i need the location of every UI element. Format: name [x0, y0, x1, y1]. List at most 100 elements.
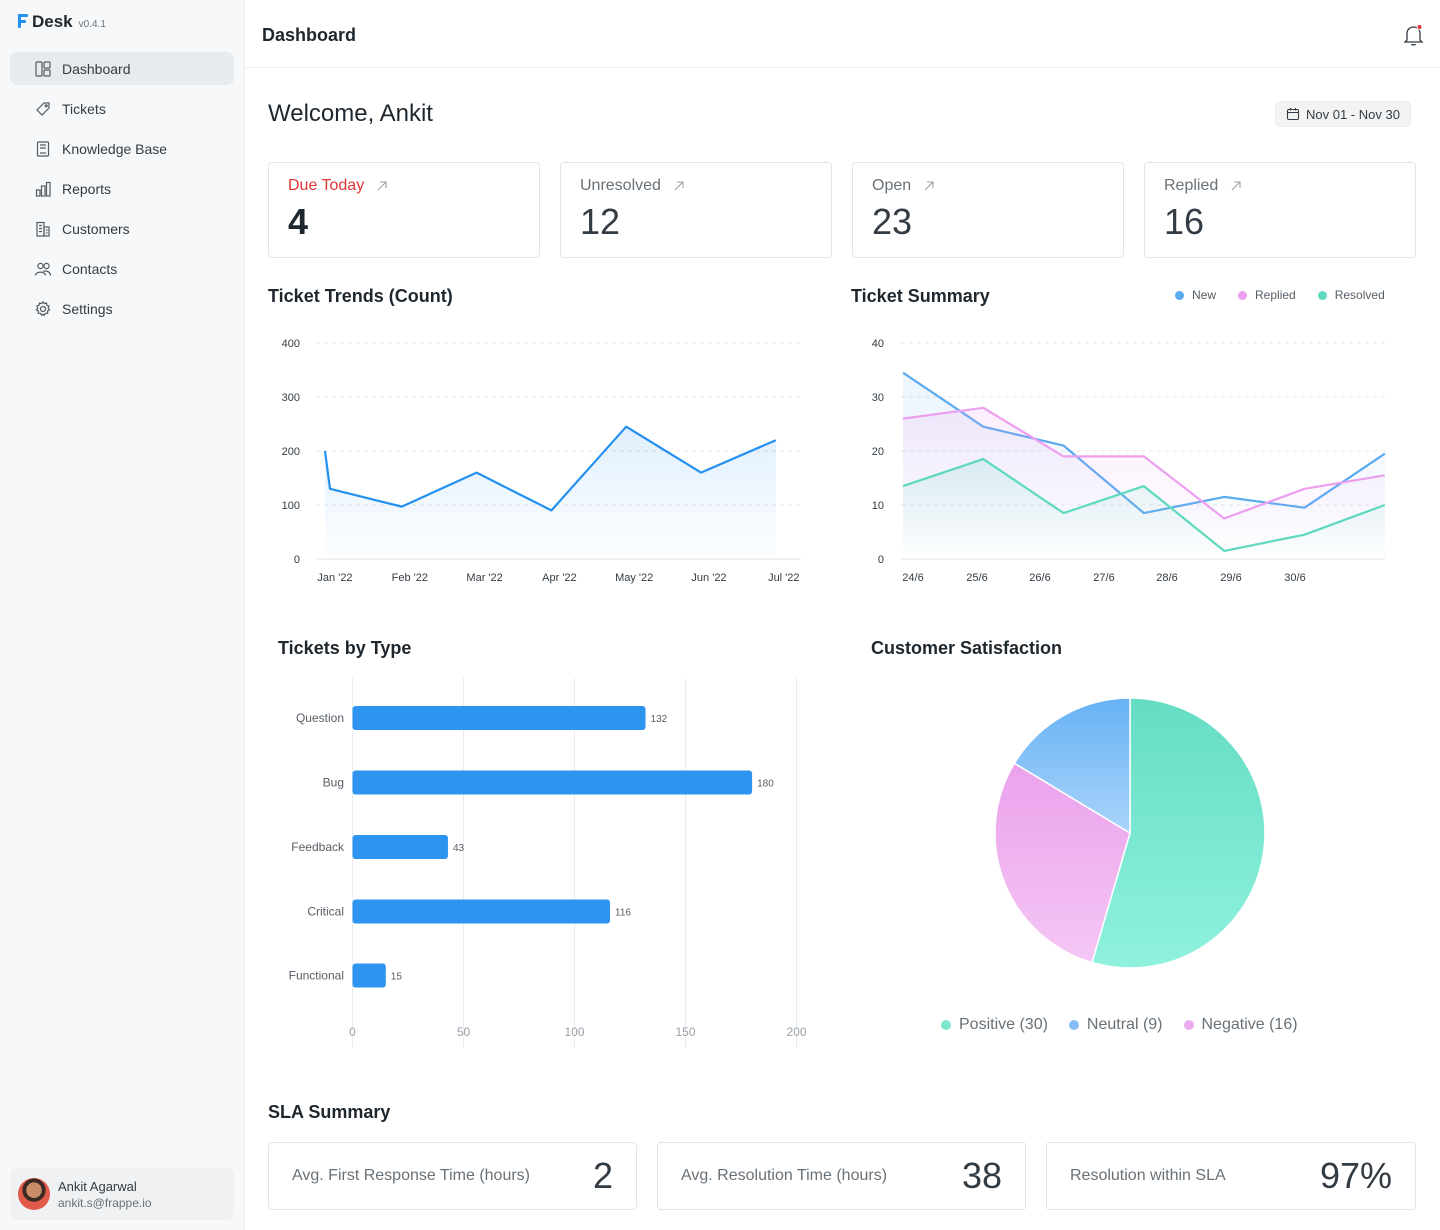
app-version: v0.4.1	[78, 19, 106, 30]
x-tick-label: Feb '22	[392, 572, 428, 584]
y-tick-label: Feedback	[291, 840, 345, 854]
ticket-trends-chart: 0 100 200 300 400 Jan '22 Feb '22 Mar '22 Apr '2…	[282, 338, 801, 584]
legend-label: Replied	[1255, 288, 1296, 302]
y-tick-label: 0	[294, 554, 300, 566]
kpi-label-row: Replied	[1164, 177, 1415, 195]
sla-value: 97%	[1319, 1155, 1392, 1196]
legend-item-new[interactable]: New	[1175, 288, 1216, 302]
x-tick-label: 100	[564, 1025, 584, 1039]
x-tick-label: 24/6	[902, 572, 923, 584]
ticket-trends-title: Ticket Trends (Count)	[268, 286, 453, 306]
sla-card-resolution-within-sla: Resolution within SLA 97%	[1046, 1142, 1416, 1210]
legend-dot	[1238, 290, 1248, 300]
sla-summary-title: SLA Summary	[268, 1102, 391, 1122]
kpi-card-unresolved[interactable]: Unresolved 12	[560, 162, 832, 258]
kpi-label: Replied	[1164, 177, 1219, 194]
x-tick-label: Apr '22	[542, 572, 577, 584]
gear-icon	[35, 300, 51, 316]
topbar: Dashboard	[245, 0, 1440, 68]
sidebar-item-label: Dashboard	[62, 60, 131, 77]
kpi-label: Due Today	[288, 177, 365, 194]
data-label: 180	[757, 779, 774, 790]
kpi-card-open[interactable]: Open 23	[852, 162, 1124, 258]
sidebar-item-knowledge-base[interactable]: Knowledge Base	[10, 132, 234, 165]
sidebar-item-settings[interactable]: Settings	[10, 292, 234, 325]
legend-label: Negative (16)	[1201, 1016, 1298, 1033]
sidebar-item-dashboard[interactable]: Dashboard	[10, 52, 234, 85]
x-tick-label: 30/6	[1284, 572, 1305, 584]
ticket-summary-legend: New Replied Resolved	[1175, 288, 1407, 302]
y-tick-label: Critical	[307, 905, 344, 919]
sidebar-item-tickets[interactable]: Tickets	[10, 92, 234, 125]
data-label: 116	[615, 908, 631, 919]
date-range-picker[interactable]: Nov 01 - Nov 30	[1275, 101, 1411, 127]
app-name: Desk	[32, 12, 73, 31]
legend-label: Positive (30)	[959, 1016, 1048, 1033]
legend-dot	[1183, 1020, 1194, 1030]
sidebar-item-contacts[interactable]: Contacts	[10, 252, 234, 285]
brand[interactable]: Desk v0.4.1	[18, 12, 106, 32]
sidebar-item-customers[interactable]: Customers	[10, 212, 234, 245]
bar	[352, 899, 611, 924]
building-icon	[36, 221, 50, 237]
arrow-up-right-icon	[377, 181, 387, 191]
ticket-summary-chart: 0 10 20 30 40 24/6 25/6 26/6 27/6 28/6 29/6 30/6	[872, 338, 1386, 584]
customer-satisfaction-legend: Positive (30) Neutral (9) Negative (16)	[941, 1016, 1319, 1034]
main-content: Welcome, Ankit Nov 01 - Nov 30 Due Today…	[245, 68, 1440, 1230]
page-title: Dashboard	[262, 25, 357, 45]
sla-card-resolution-time: Avg. Resolution Time (hours) 38	[657, 1142, 1026, 1210]
sidebar-item-reports[interactable]: Reports	[10, 172, 234, 205]
legend-item-negative[interactable]: Negative (16)	[1183, 1016, 1298, 1034]
customer-satisfaction-chart	[994, 697, 1266, 969]
dashboard-icon	[35, 60, 51, 77]
data-label: 43	[453, 843, 465, 854]
kpi-card-due-today[interactable]: Due Today 4	[268, 162, 540, 258]
user-email: ankit.s@frappe.io	[58, 1195, 152, 1210]
sla-label: Avg. First Response Time (hours)	[292, 1167, 531, 1184]
series-line	[323, 425, 777, 512]
legend-item-resolved[interactable]: Resolved	[1317, 288, 1385, 302]
series-area-resolved	[903, 459, 1385, 559]
series-line-resolved	[902, 458, 1386, 552]
legend-dot	[941, 1020, 951, 1030]
x-tick-label: 29/6	[1220, 572, 1241, 584]
kpi-label-row: Due Today	[288, 177, 539, 195]
sidebar-item-label: Tickets	[62, 100, 106, 117]
kpi-label: Open	[872, 177, 912, 194]
user-profile[interactable]: Ankit Agarwal ankit.s@frappe.io	[10, 1168, 234, 1220]
legend-item-replied[interactable]: Replied	[1238, 288, 1296, 302]
legend-item-neutral[interactable]: Neutral (9)	[1068, 1016, 1163, 1034]
bar	[352, 770, 753, 795]
welcome-heading: Welcome, Ankit	[268, 100, 433, 127]
y-tick-label: 30	[872, 392, 884, 404]
legend-label: Neutral (9)	[1086, 1016, 1163, 1033]
tickets-by-type-chart: 0 50 100 150 200 Question 132 Bug 180 Feedback 43 C…	[289, 678, 807, 1048]
sidebar-item-label: Reports	[62, 180, 112, 197]
y-tick-label: 100	[282, 500, 300, 512]
bar-chart-icon	[35, 181, 51, 197]
legend-label: Resolved	[1334, 288, 1385, 302]
arrow-up-right-icon	[1231, 181, 1241, 191]
sla-label: Avg. Resolution Time (hours)	[681, 1167, 888, 1184]
bell-icon[interactable]	[1403, 23, 1425, 47]
bar	[352, 835, 448, 859]
sla-value: 2	[592, 1155, 613, 1196]
legend-item-positive[interactable]: Positive (30)	[941, 1016, 1048, 1034]
sidebar-item-label: Knowledge Base	[62, 140, 168, 157]
x-tick-label: 26/6	[1029, 572, 1050, 584]
y-tick-label: 40	[872, 338, 884, 350]
sla-card-first-response: Avg. First Response Time (hours) 2	[268, 1142, 637, 1210]
kpi-value: 16	[1164, 201, 1205, 242]
users-icon	[34, 262, 52, 276]
x-tick-label: 50	[457, 1025, 471, 1039]
kpi-label: Unresolved	[580, 177, 661, 194]
bar	[352, 963, 386, 988]
kpi-card-replied[interactable]: Replied 16	[1144, 162, 1416, 258]
legend-dot	[1068, 1020, 1079, 1030]
pie-slice-neutral	[1013, 697, 1131, 835]
sidebar-item-label: Customers	[62, 220, 130, 237]
x-tick-label: Jan '22	[317, 572, 352, 584]
user-info: Ankit Agarwal ankit.s@frappe.io	[58, 1179, 152, 1210]
sla-label: Resolution within SLA	[1070, 1167, 1226, 1184]
x-tick-label: 25/6	[966, 572, 987, 584]
